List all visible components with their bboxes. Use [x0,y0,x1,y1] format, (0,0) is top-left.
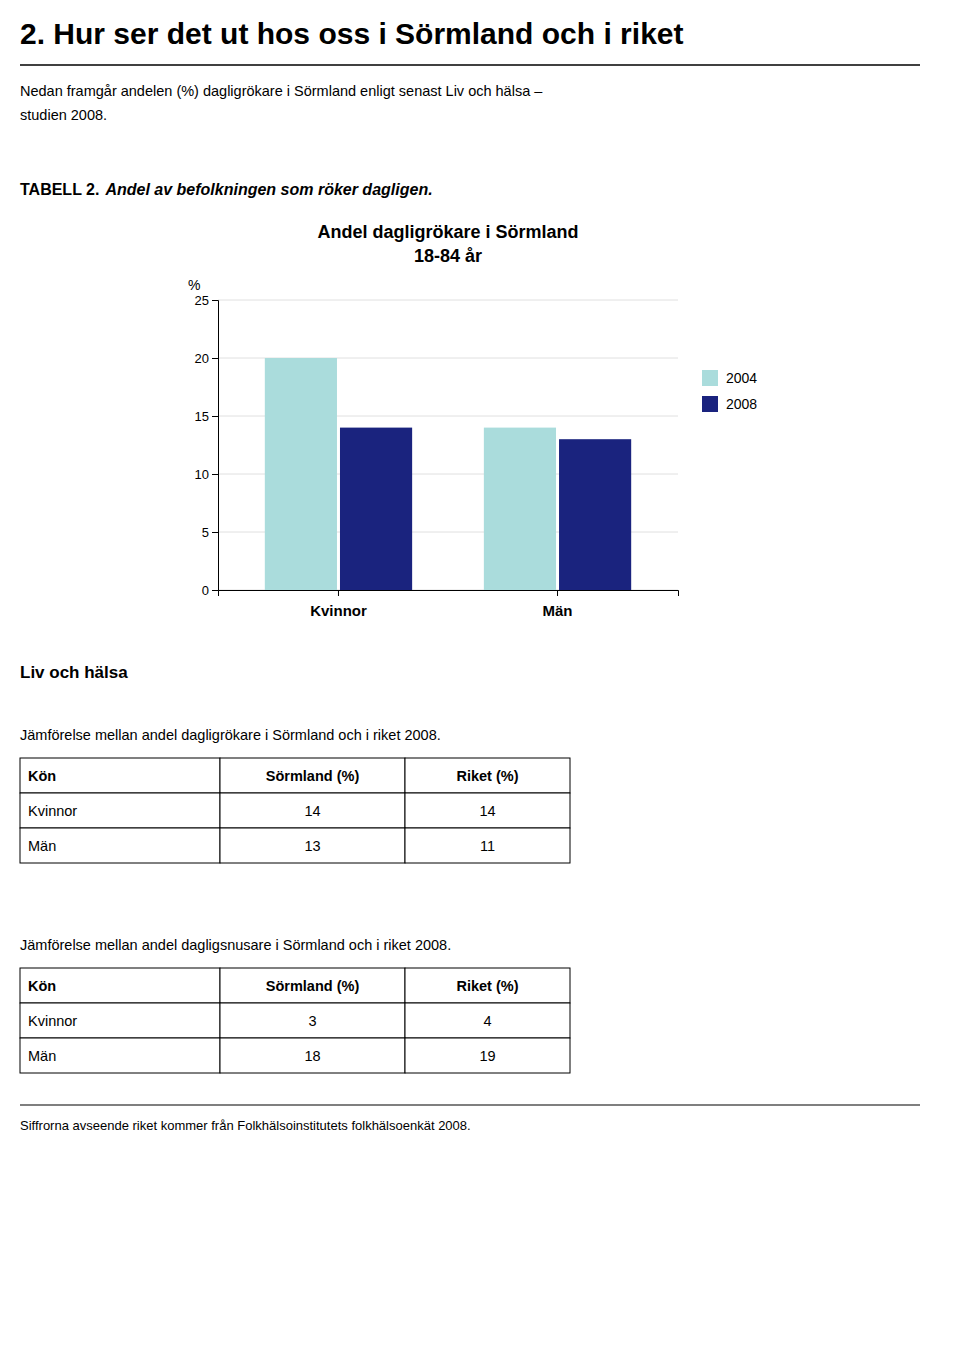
table-cell [20,1003,220,1038]
legend-swatch [702,396,718,412]
table-value: Kvinnor [28,803,77,819]
table-value: Män [28,838,56,854]
legend-label: 2008 [726,396,757,412]
legend-label: 2004 [726,370,757,386]
chart-subtitle: 18-84 år [414,246,482,266]
x-tick-label: Kvinnor [310,602,367,619]
y-tick-mark [212,590,218,591]
footer-rule [20,1104,920,1105]
table-header: Sörmland (%) [266,768,360,784]
y-tick: 0 [202,583,218,598]
chart-title: Andel dagligrökare i Sörmland [317,222,578,242]
table-cell [20,793,220,828]
bars [265,358,631,590]
y-tick: 15 [195,409,218,424]
y-tick: 5 [202,525,218,540]
y-axis: 0 5 10 15 20 25 [195,293,219,598]
table-caption: Jämförelse mellan andel dagligsnusare i … [20,937,451,953]
table-value: Kvinnor [28,1013,77,1029]
table-cell [405,968,570,1003]
bar [340,428,412,590]
x-tick: Män [543,590,573,619]
table-value: 19 [479,1048,495,1064]
grid-line [218,300,678,301]
table-cell [405,828,570,863]
x-tick-mark [338,590,339,596]
bar [484,428,556,590]
table: Kön Sörmland (%) Riket (%) Kvinnor 3 4 Män 18 19 [20,968,570,1073]
table-cell [220,828,405,863]
table-label: TABELL 2. [20,181,99,198]
grid [218,300,678,590]
table-header: Sörmland (%) [266,978,360,994]
y-tick-label: 20 [195,351,209,366]
table: Kön Sörmland (%) Riket (%) Kvinnor 14 14 Män 13… [20,758,570,863]
x-axis-line [219,591,679,597]
y-tick-mark [212,300,218,301]
table-cell [20,1038,220,1073]
table-cell [405,1038,570,1073]
table-value: 3 [308,1013,316,1029]
table-value: 14 [304,803,320,819]
table-value: 18 [304,1048,320,1064]
x-tick-mark [557,590,558,596]
table-cell [405,758,570,793]
table-cell [20,758,220,793]
table-label-italic: Andel av befolkningen som röker dagligen… [104,181,432,198]
bar [265,358,337,590]
table-cell [220,793,405,828]
table-value: 4 [483,1013,491,1029]
y-axis-line [212,301,219,591]
y-tick-label: 0 [202,583,209,598]
y-tick-label: 25 [195,293,209,308]
y-tick-mark [212,358,218,359]
table-header: Kön [28,768,56,784]
table-cell [220,1038,405,1073]
table-value: Män [28,1048,56,1064]
x-tick-label: Män [543,602,573,619]
table-header: Riket (%) [456,768,518,784]
table-value: 11 [480,838,495,854]
table-cell [405,1003,570,1038]
title-rule [20,64,920,66]
chart: 0 5 10 15 20 25 Kvinnor Män [195,293,679,619]
x-axis: Kvinnor Män [219,590,679,619]
table-header: Riket (%) [456,978,518,994]
legend-item: 2008 [702,396,757,412]
y-tick: 25 [195,293,218,308]
y-tick-mark [212,474,218,475]
legend-item: 2004 [702,370,757,386]
y-tick-label: 5 [202,525,209,540]
y-tick-mark [212,416,218,417]
page-title: 2. Hur ser det ut hos oss i Sörmland och… [20,17,684,50]
y-tick-label: 10 [195,467,209,482]
page: 2. Hur ser det ut hos oss i Sörmland och… [0,0,960,1348]
table-cell [220,968,405,1003]
legend: 2004 2008 [702,370,757,412]
table-header: Kön [28,978,56,994]
table-value: 13 [304,838,320,854]
table-cell [220,1003,405,1038]
table-cell [20,968,220,1003]
bar [559,439,631,590]
section-heading: Liv och hälsa [20,663,128,682]
y-axis-label: % [188,277,200,293]
intro-text: Nedan framgår andelen (%) dagligrökare i… [20,83,543,123]
y-tick: 10 [195,467,218,482]
table-value: 14 [479,803,495,819]
x-tick: Kvinnor [310,590,367,619]
y-tick: 20 [195,351,218,366]
y-tick-label: 15 [195,409,209,424]
table-cell [220,758,405,793]
legend-swatch [702,370,718,386]
table-caption: Jämförelse mellan andel dagligrökare i S… [20,727,441,743]
y-tick-mark [212,532,218,533]
table-cell [405,793,570,828]
table-cell [20,828,220,863]
footer-text: Siffrorna avseende riket kommer från Fol… [20,1118,471,1133]
